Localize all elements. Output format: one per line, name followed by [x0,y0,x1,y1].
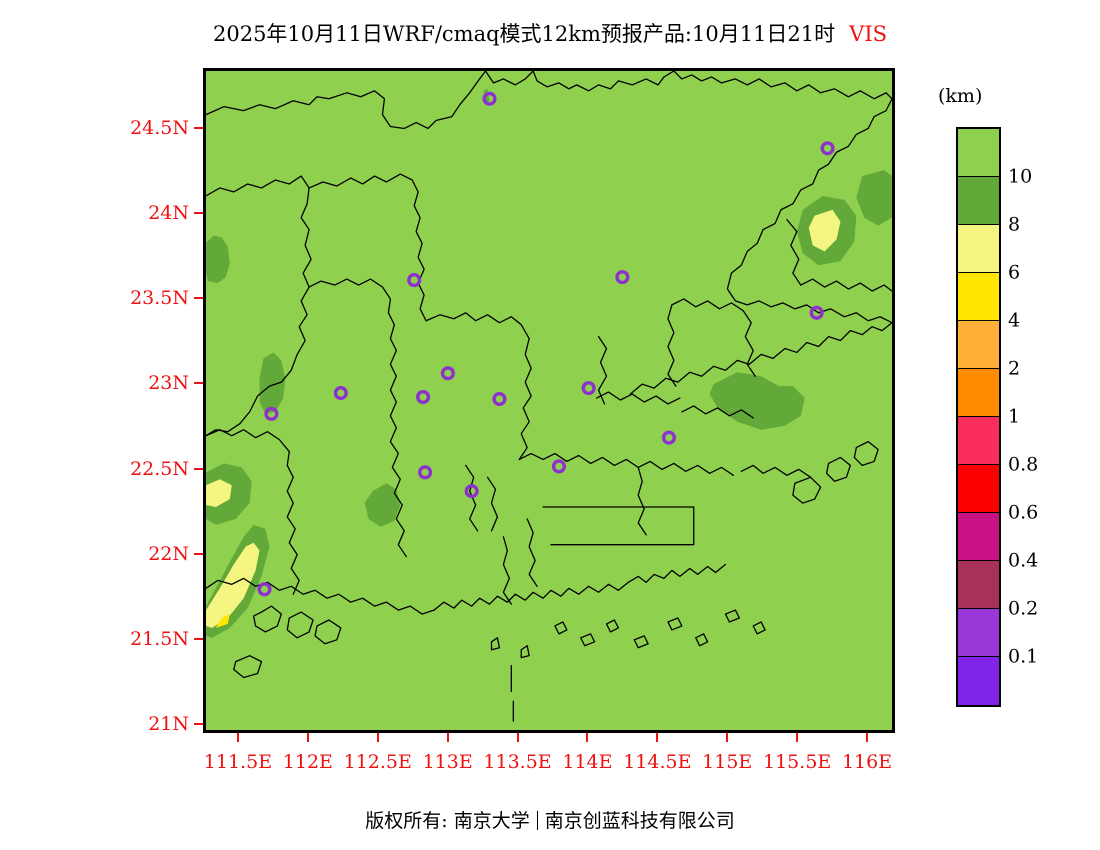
y-axis-tick [194,382,203,385]
x-axis-tick [306,733,309,742]
station-marker[interactable] [661,430,676,445]
colorbar-tick-label: 0.2 [1008,597,1039,620]
x-axis-label: 115E [702,751,753,773]
colorbar-band [958,321,999,369]
colorbar-band [958,561,999,609]
station-marker[interactable] [257,582,272,597]
y-axis-tick [194,552,203,555]
colorbar-band [958,129,999,177]
x-axis-label: 114.5E [623,751,692,773]
colorbar-tick-label: 10 [1008,165,1033,188]
colorbar[interactable] [956,127,1001,707]
station-marker[interactable] [416,389,431,405]
y-axis-tick [194,211,203,214]
map-boundaries-layer [206,71,892,722]
y-axis-label: 21N [148,713,189,736]
colorbar-band [958,513,999,561]
colorbar-band [958,369,999,417]
y-axis-label: 22.5N [130,457,189,480]
station-marker[interactable] [464,484,479,499]
y-axis-label: 24.5N [130,116,189,139]
y-axis-label: 23.5N [130,287,189,310]
x-axis-tick [796,733,799,742]
colorbar-band [958,273,999,321]
x-axis-label: 113.5E [483,751,552,773]
colorbar-band [958,177,999,225]
y-axis-label: 23N [148,372,189,395]
x-axis-label: 111.5E [203,751,273,773]
y-axis-tick [194,126,203,129]
y-axis-tick [194,723,203,726]
station-markers-layer [257,91,835,597]
y-axis-label: 24N [148,201,189,224]
station-marker[interactable] [551,459,566,474]
x-axis-tick [516,733,519,742]
title-main-text: 2025年10月11日WRF/cmaq模式12km预报产品:10月11日21时 [212,22,836,46]
station-marker[interactable] [407,273,422,288]
station-marker[interactable] [809,305,824,320]
x-axis-tick [586,733,589,742]
colorbar-band [958,609,999,657]
visibility-contour-layer [206,88,892,638]
y-axis-label: 21.5N [130,628,189,651]
contour-8-10-far-northeast [856,170,892,226]
colorbar-tick-label: 0.8 [1008,453,1039,476]
colorbar-unit-label: (km) [938,85,983,107]
title-variable-text: VIS [849,22,888,46]
station-marker[interactable] [418,465,433,480]
colorbar-tick-label: 8 [1008,213,1021,236]
colorbar-band [958,657,999,705]
x-axis-label: 113E [422,751,473,773]
x-axis-tick [656,733,659,742]
contour-8-10-northwest [206,235,230,284]
contour-8-10-west-inland [259,352,286,414]
x-axis-label: 116E [841,751,893,773]
footer-company-text: 南京创蓝科技有限公司 [544,810,735,832]
colorbar-band [958,225,999,273]
colorbar-tick-label: 2 [1008,357,1021,380]
contour-8-10-central-west [364,483,401,527]
y-axis-tick [194,467,203,470]
map-canvas [206,71,892,730]
station-marker[interactable] [333,386,348,401]
footer-separator [536,811,538,830]
x-axis-label: 115.5E [763,751,832,773]
contour-8-10-east [709,372,805,430]
x-axis-label: 114E [562,751,613,773]
x-axis-tick [236,733,239,742]
colorbar-tick-label: 0.4 [1008,549,1039,572]
station-marker[interactable] [482,91,497,106]
x-axis-tick [866,733,869,742]
x-axis-tick [446,733,449,742]
footer-copyright: 版权所有: 南京大学 南京创蓝科技有限公司 [0,806,1100,833]
station-marker[interactable] [615,270,630,285]
x-axis-tick [726,733,729,742]
y-axis-tick [194,297,203,300]
colorbar-band [958,465,999,513]
footer-copyright-text: 版权所有: 南京大学 [365,810,530,832]
colorbar-band [958,417,999,465]
y-axis-label: 22N [148,542,189,565]
colorbar-tick-label: 1 [1008,405,1021,428]
colorbar-tick-label: 0.1 [1008,645,1039,668]
x-axis-label: 112.5E [343,751,412,773]
y-axis-tick [194,638,203,641]
map-plot-area [203,68,895,733]
station-marker[interactable] [581,381,596,396]
x-axis-label: 112E [282,751,333,773]
colorbar-tick-label: 0.6 [1008,501,1039,524]
colorbar-tick-label: 4 [1008,309,1021,332]
station-marker[interactable] [492,391,507,407]
contour-6-8-southwest-upper-core [206,479,232,508]
chart-title: 2025年10月11日WRF/cmaq模式12km预报产品:10月11日21时 V… [0,18,1100,48]
station-marker[interactable] [440,366,455,381]
x-axis-tick [376,733,379,742]
station-marker[interactable] [264,406,279,421]
colorbar-tick-label: 6 [1008,261,1021,284]
contour-6-8-northeast-core [808,209,841,252]
contour-6-8-southwest-band-core [206,542,260,628]
station-marker[interactable] [820,141,835,156]
